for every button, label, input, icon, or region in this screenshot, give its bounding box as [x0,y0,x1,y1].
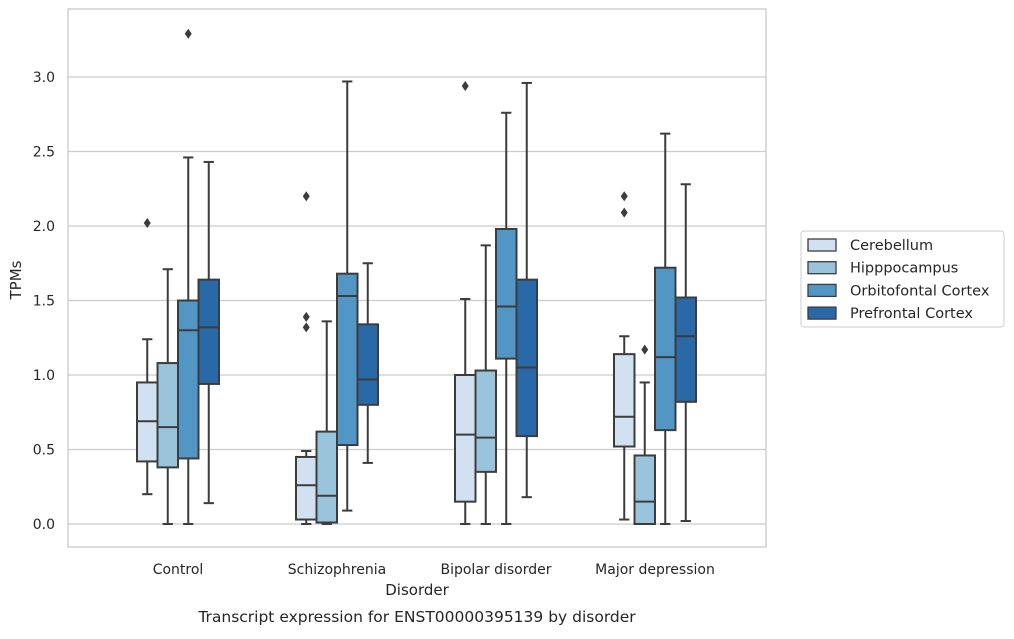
legend-swatch [807,306,837,320]
box-body [315,430,338,524]
box-body [197,278,220,385]
box-1-2 [474,244,497,525]
legend-swatch [807,283,837,298]
y-tick-label: 1.5 [33,294,55,310]
outlier-point [461,80,469,91]
legend-label: Cerebellum [850,238,933,254]
box-body [495,227,518,360]
legend-swatch [807,238,837,252]
x-tick-label: Major depression [595,562,715,578]
box-body [454,374,477,503]
box-body [295,455,318,521]
box-3-1 [356,262,379,464]
outlier-point [620,191,628,202]
box-0-1 [295,191,318,525]
box-2-0 [177,28,200,525]
x-tick-label: Schizophrenia [288,562,386,578]
y-tick-label: 2.5 [33,145,55,161]
x-tick-label: Control [153,562,204,578]
box-body [336,272,359,447]
chart-caption: Transcript expression for ENST0000039513… [197,608,636,626]
box-body [613,353,636,448]
outlier-point [641,344,649,355]
box-1-3 [633,344,656,525]
outlier-point [302,191,310,202]
box-layer [136,28,697,525]
box-body [177,299,200,460]
outlier-point [620,207,628,218]
legend-frame [800,230,1005,328]
box-3-0 [197,160,220,505]
y-tick-label: 0.0 [33,517,55,533]
y-tick-label: 1.0 [33,368,55,384]
y-tick-label: 2.0 [33,219,55,235]
y-axis-label: TPMs [7,260,25,300]
box-2-1 [336,80,359,512]
box-0-3 [613,191,636,521]
box-body [633,454,656,525]
box-body [515,278,538,438]
box-2-2 [495,111,518,525]
box-body [356,323,379,406]
outlier-point [302,322,310,333]
y-tick-label: 3.0 [33,70,55,86]
box-body [156,362,179,469]
box-body [474,369,497,473]
legend: Cerebellum Hipppocampus Orbitofontal Corte… [800,230,1005,328]
x-tick-label: Bipolar disorder [440,562,551,578]
legend-swatch [807,261,837,275]
legend-label: Orbitofontal Cortex [850,283,990,299]
box-3-2 [515,81,538,499]
outlier-point [184,28,192,39]
x-tick-labels: Control Schizophrenia Bipolar disorder Majo… [153,562,715,578]
x-axis-label: Disorder [385,581,449,599]
outlier-point [143,218,151,229]
y-tick-label: 0.5 [33,443,55,459]
legend-label: Hipppocampus [850,261,958,277]
outlier-point [302,311,310,322]
box-body [674,296,697,403]
box-body [654,266,677,432]
legend-label: Prefrontal Cortex [850,306,973,322]
box-3-3 [674,183,697,523]
box-1-1 [315,320,338,525]
y-tick-labels: 0.0 0.5 1.0 1.5 2.0 2.5 3.0 [33,70,55,533]
